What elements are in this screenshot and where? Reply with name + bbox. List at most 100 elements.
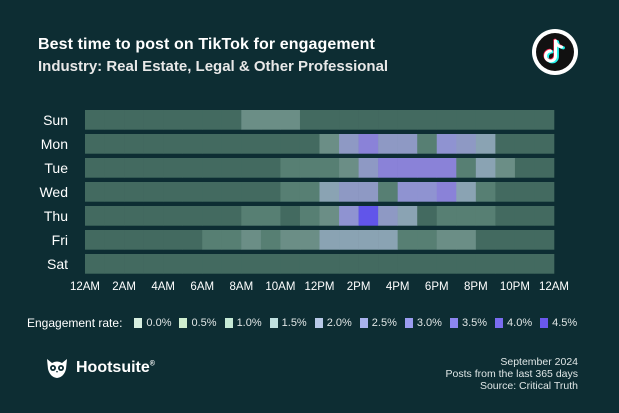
legend-item: 3.0% [404,317,442,329]
chart-subtitle: Industry: Real Estate, Legal & Other Pro… [38,58,389,75]
x-tick-label: 8PM [464,281,488,293]
heatmap-cell-thu-23 [534,206,555,226]
heatmap-cell-thu-14 [358,206,379,226]
day-label-fri: Fri [52,232,68,248]
x-tick-label: 12AM [539,281,569,293]
heatmap-cell-mon-22 [514,134,535,154]
heatmap-cell-mon-1 [104,134,125,154]
heatmap-cell-sat-22 [514,254,535,274]
tiktok-logo-icon [532,29,578,75]
heatmap-cell-wed-6 [202,182,223,202]
heatmap-cell-sat-7 [221,254,242,274]
legend-swatch [134,318,143,328]
heatmap-cell-sun-6 [202,110,223,130]
heatmap-cell-tue-8 [241,158,262,178]
heatmap-cell-fri-2 [124,230,144,250]
legend-label: 2.5% [371,317,397,329]
heatmap-cell-sat-5 [182,254,203,274]
x-tick-label: 12PM [304,281,334,293]
heatmap-cell-sat-14 [358,254,379,274]
heatmap-cell-sat-4 [163,254,184,274]
heatmap-cell-mon-11 [299,134,320,154]
heatmap-cell-thu-7 [221,206,242,226]
heatmap-cell-fri-20 [475,230,496,250]
heatmap-cell-fri-1 [104,230,125,250]
heatmap-cell-wed-7 [221,182,242,202]
heatmap-cell-sat-17 [417,254,438,274]
heatmap-cell-fri-15 [378,230,398,250]
heatmap-cell-fri-16 [397,230,418,250]
legend-item: 3.5% [449,317,487,329]
heatmap-cell-thu-10 [280,206,301,226]
heatmap-cell-wed-21 [495,182,516,202]
heatmap-cell-sun-14 [358,110,379,130]
heatmap-cell-tue-6 [202,158,223,178]
heatmap-cell-mon-7 [221,134,242,154]
heatmap-cell-wed-23 [534,182,555,202]
heatmap-cell-sun-21 [495,110,516,130]
heatmap-cell-sat-16 [397,254,418,274]
heatmap-cell-mon-6 [202,134,223,154]
legend-label: 3.0% [416,317,442,329]
heatmap-cell-fri-22 [514,230,535,250]
day-label-tue: Tue [44,160,68,176]
legend-label: 4.5% [552,317,578,329]
heatmap-cell-tue-12 [319,158,340,178]
heatmap-cell-thu-19 [456,206,477,226]
heatmap-cell-tue-13 [339,158,359,178]
heatmap-cell-mon-18 [436,134,457,154]
heatmap-cell-mon-10 [280,134,301,154]
x-tick-label: 4PM [386,281,410,293]
heatmap-cell-thu-9 [260,206,281,226]
heatmap-cell-thu-6 [202,206,223,226]
heatmap-cell-tue-18 [436,158,457,178]
hootsuite-logo: Hootsuite® [44,357,155,379]
heatmap-cell-tue-11 [299,158,320,178]
legend-item: 0.5% [179,317,217,329]
x-tick-label: 6PM [425,281,449,293]
heatmap-cell-sun-19 [456,110,477,130]
heatmap-cell-thu-17 [417,206,438,226]
legend-item: 2.5% [359,317,397,329]
heatmap-cell-wed-15 [378,182,398,202]
heatmap-cell-sun-7 [221,110,242,130]
heatmap-cell-tue-14 [358,158,379,178]
legend-swatch [224,318,233,328]
heatmap-cell-tue-19 [456,158,477,178]
heatmap-cell-sat-6 [202,254,223,274]
heatmap-cell-thu-0 [85,206,105,226]
heatmap-cell-tue-7 [221,158,242,178]
heatmap-cell-mon-23 [534,134,555,154]
heatmap-cell-fri-4 [163,230,184,250]
heatmap-cell-fri-6 [202,230,223,250]
heatmap-cell-sat-0 [85,254,105,274]
x-tick-label: 8AM [230,281,254,293]
heatmap-cell-mon-14 [358,134,379,154]
heatmap-cell-thu-21 [495,206,516,226]
legend-label: 1.0% [236,317,262,329]
heatmap-cell-tue-17 [417,158,438,178]
heatmap-cell-fri-21 [495,230,516,250]
legend-title: Engagement rate: [27,316,123,330]
heatmap-cell-thu-11 [299,206,320,226]
heatmap-cell-fri-13 [339,230,359,250]
heatmap-cell-mon-12 [319,134,340,154]
heatmap-cell-thu-18 [436,206,457,226]
x-tick-label: 10PM [500,281,530,293]
footer-date: September 2024 [500,356,578,368]
footer-notes: September 2024 Posts from the last 365 d… [446,356,578,392]
heatmap-cell-thu-3 [143,206,164,226]
heatmap-cell-tue-3 [143,158,164,178]
heatmap-cell-wed-1 [104,182,125,202]
heatmap-cell-wed-0 [85,182,105,202]
heatmap-cell-sun-13 [339,110,359,130]
heatmap-cell-sun-2 [124,110,144,130]
heatmap-cell-sun-3 [143,110,164,130]
heatmap-cell-wed-10 [280,182,301,202]
x-tick-label: 12AM [70,281,100,293]
legend-label: 0.0% [146,317,172,329]
heatmap-cell-fri-0 [85,230,105,250]
heatmap-cell-fri-9 [260,230,281,250]
day-label-wed: Wed [39,184,68,200]
